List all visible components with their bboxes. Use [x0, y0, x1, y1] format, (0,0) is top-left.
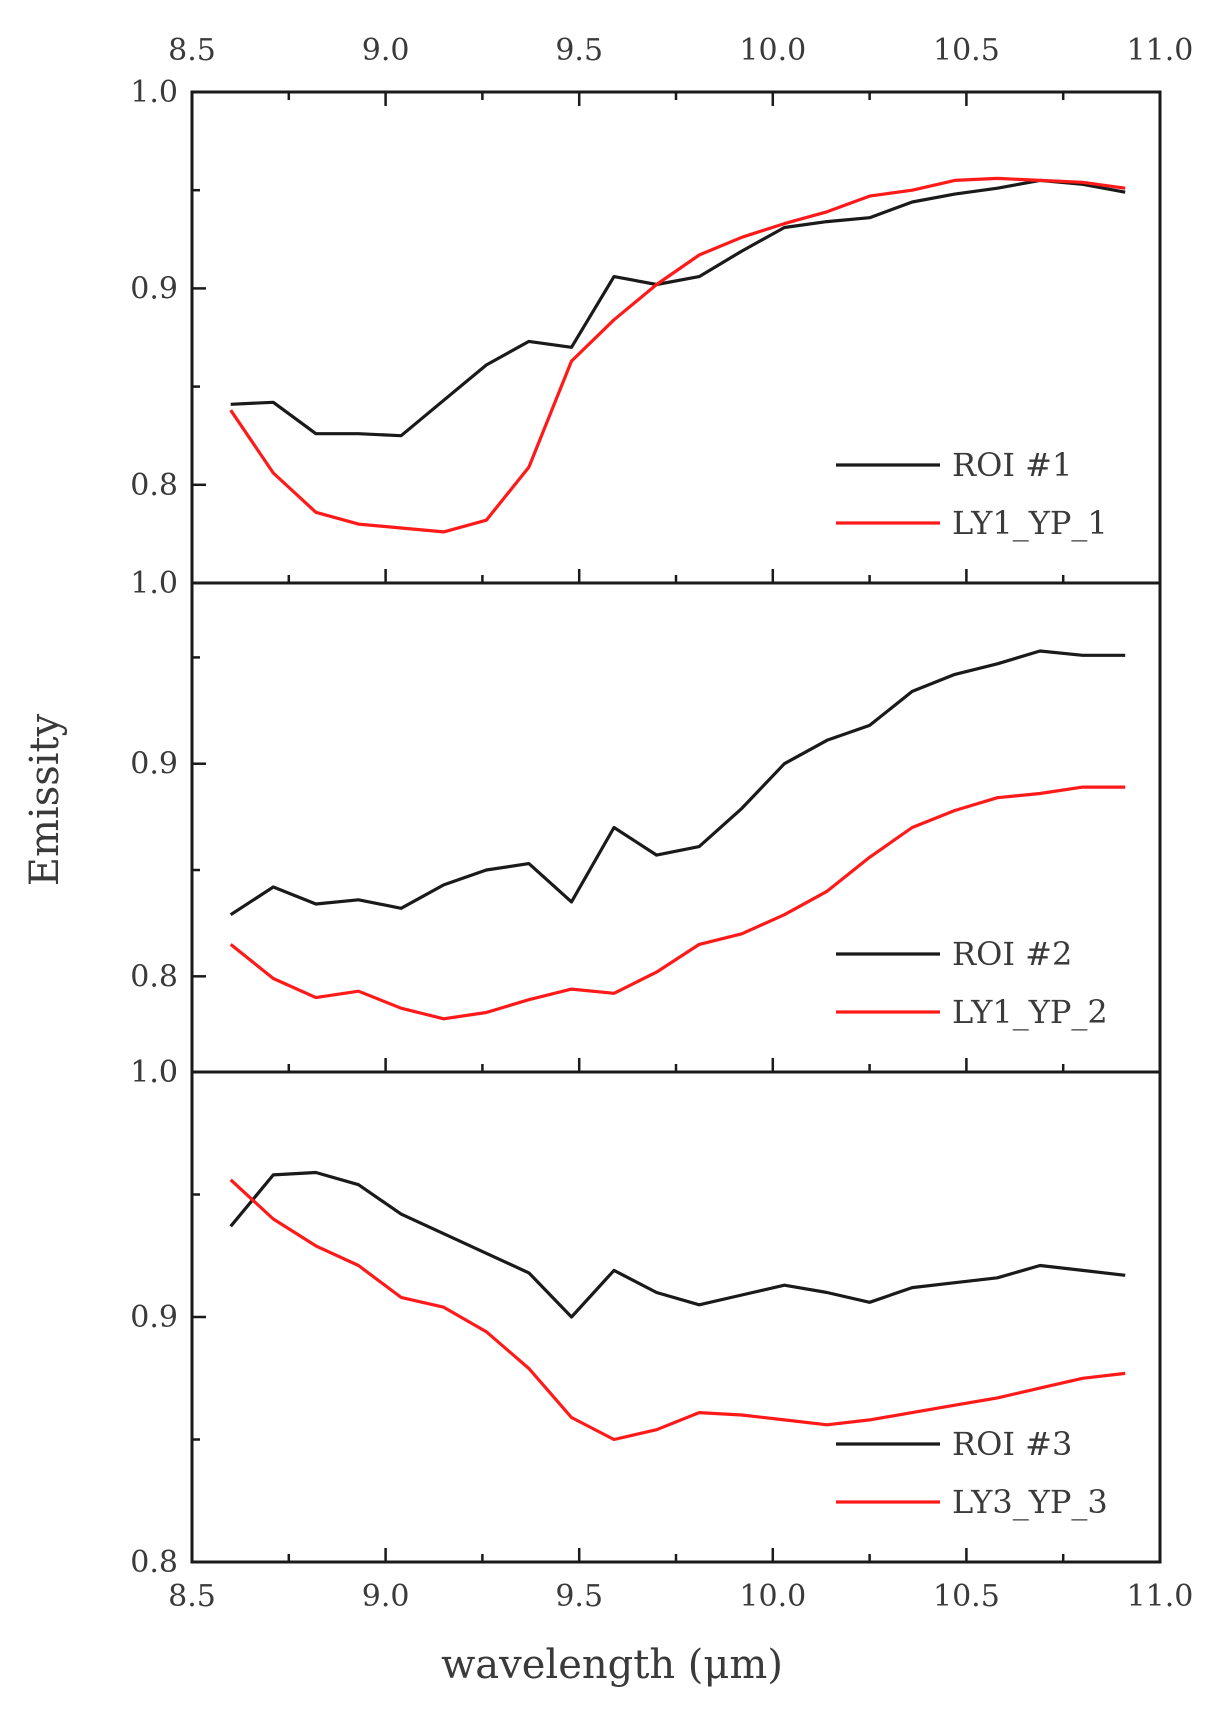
top-x-tick-label: 10.5 [933, 33, 1000, 68]
bottom-x-tick-label: 9.5 [555, 1579, 603, 1614]
top-x-tick-label: 8.5 [168, 33, 216, 68]
bottom-x-tick-label: 9.0 [362, 1579, 410, 1614]
panel-middle-legend-label: ROI #2 [952, 935, 1072, 973]
panel-top-legend-label: LY1_YP_1 [952, 504, 1108, 542]
bottom-x-tick-label: 8.5 [168, 1579, 216, 1614]
frame-layer [190, 90, 1162, 1564]
panel-middle-y-tick-label: 0.8 [130, 959, 178, 994]
panel-middle-roi-line [229, 649, 1126, 917]
x-axis-title: wavelength (μm) [441, 1642, 783, 1688]
panel-top-y-tick-label: 1.0 [130, 75, 178, 110]
panel-bottom-ly-line [229, 1178, 1126, 1442]
panel-bottom-y-tick-label: 0.8 [130, 1545, 178, 1580]
panel-top-bottom-label: 1.0 [130, 566, 178, 601]
top-x-tick-label: 9.5 [555, 33, 603, 68]
panel-middle-legend-label: LY1_YP_2 [952, 993, 1108, 1031]
panel-bottom-frame [190, 1070, 1162, 1564]
bottom-x-tick-label: 10.5 [933, 1579, 1000, 1614]
panel-top-ly-line [229, 176, 1126, 534]
panel-top-legend-label: ROI #1 [952, 446, 1072, 484]
plot-layer [192, 92, 1126, 1562]
bottom-x-tick-label: 10.0 [739, 1579, 806, 1614]
panel-top-roi-line [230, 178, 1126, 438]
panel-bottom-legend-label: ROI #3 [952, 1425, 1072, 1463]
bottom-x-tick-label: 11.0 [1127, 1579, 1194, 1614]
top-x-tick-label: 11.0 [1127, 33, 1194, 68]
panel-bottom [192, 1170, 1126, 1562]
panel-bottom-legend-label: LY3_YP_3 [952, 1483, 1108, 1521]
panel-middle-y-tick-label: 0.9 [130, 747, 178, 782]
panel-bottom-roi-line [229, 1170, 1126, 1319]
panel-top-y-tick-label: 0.8 [130, 468, 178, 503]
panel-top-y-tick-label: 0.9 [130, 271, 178, 306]
panel-middle-ly-line [229, 785, 1126, 1021]
top-x-tick-label: 10.0 [739, 33, 806, 68]
panel-middle [192, 649, 1126, 1072]
panel-bottom-y-tick-label: 0.9 [130, 1300, 178, 1335]
panel-bottom-y-tick-label: 1.0 [130, 1055, 178, 1090]
panel-middle-bottom-label: 1.0 [130, 1055, 178, 1090]
y-axis-title: Emissity [22, 713, 68, 886]
label-layer: 0.8 0.9 1.0 1.0 ROI #1 LY1_YP_1 0.8 0.9 1.0 ROI #… [130, 33, 1193, 1614]
top-x-tick-label: 9.0 [362, 33, 410, 68]
